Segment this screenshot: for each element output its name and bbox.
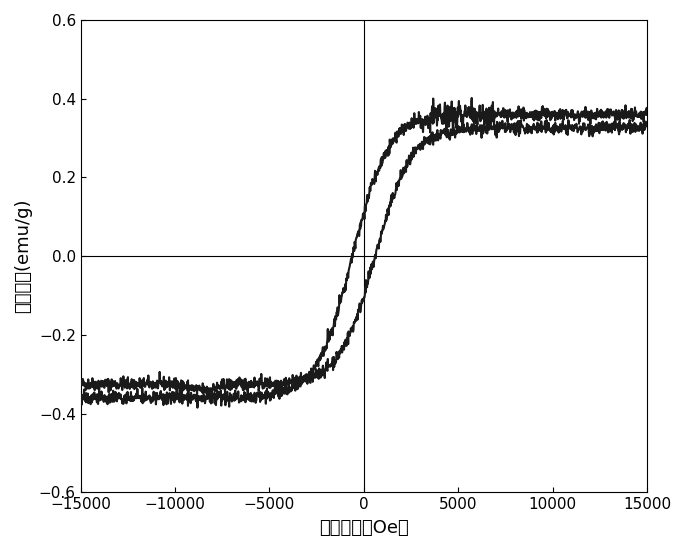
Y-axis label: 磁化强度(emu/g): 磁化强度(emu/g) — [14, 199, 32, 314]
X-axis label: 磁场强度（Oe）: 磁场强度（Oe） — [319, 519, 409, 537]
